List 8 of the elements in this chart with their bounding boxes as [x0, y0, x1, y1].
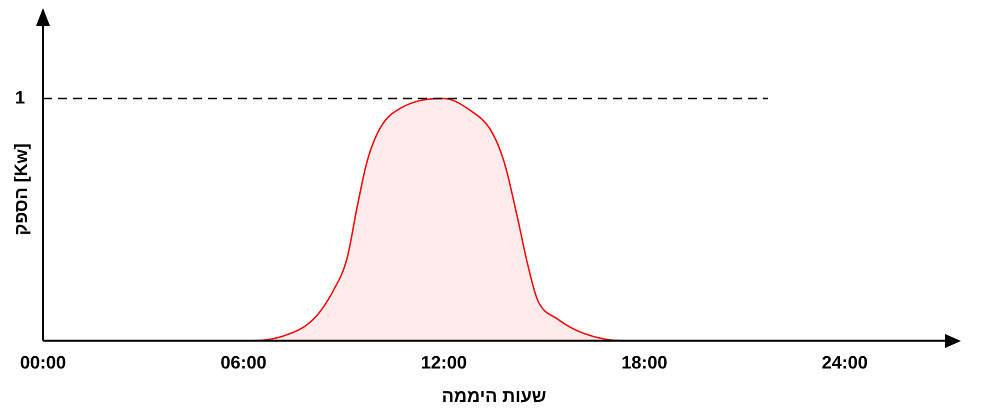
x-tick-label: 00:00 [20, 352, 66, 373]
x-axis-title: שעות היממה [442, 386, 546, 406]
x-tick-label: 06:00 [220, 352, 266, 373]
x-tick-label: 12:00 [420, 352, 467, 373]
x-tick-label: 24:00 [822, 352, 868, 373]
ref-line-label: 1 [15, 88, 26, 108]
x-tick-label: 18:00 [621, 352, 668, 373]
y-axis-title: הספק [Kw] [10, 143, 31, 236]
